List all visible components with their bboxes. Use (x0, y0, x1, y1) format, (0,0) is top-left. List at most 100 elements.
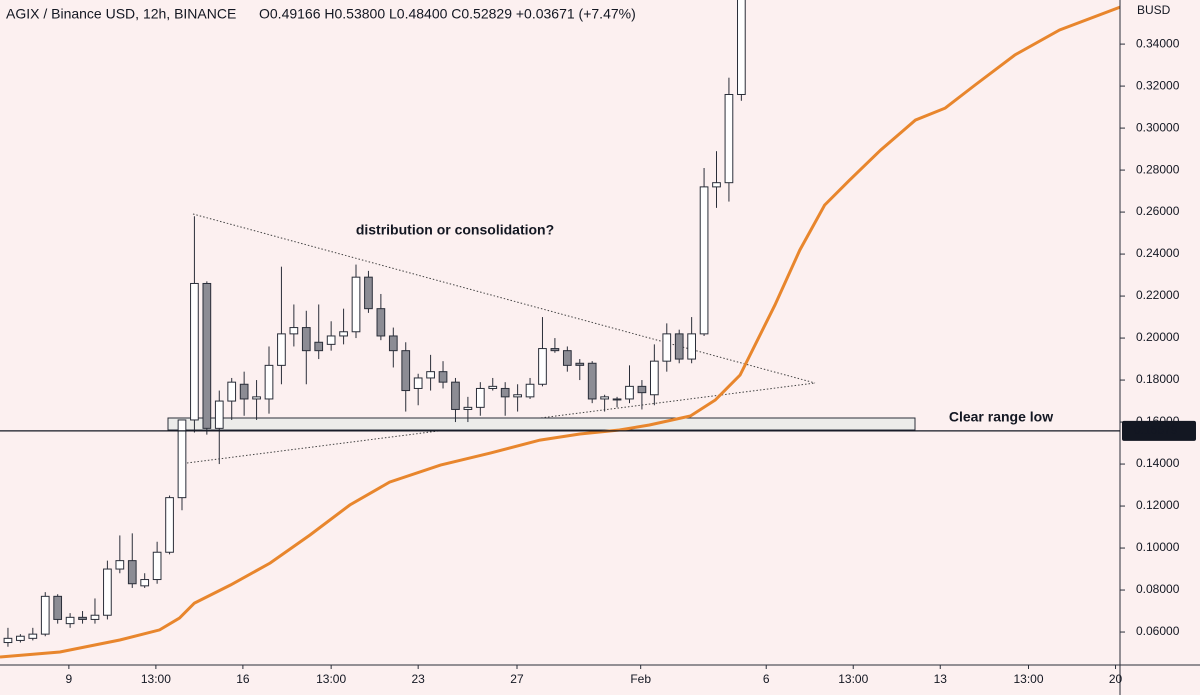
x-tick-label: 9 (66, 672, 73, 686)
candle-body (3, 637, 13, 644)
candle-body (500, 387, 510, 398)
candle-body (140, 579, 150, 587)
candle-body (724, 93, 734, 184)
candle-body (463, 406, 473, 410)
candle-body (451, 381, 460, 410)
candle-body (326, 335, 336, 345)
y-tick-label: 0.34000 (1136, 36, 1180, 50)
candle-body (289, 327, 299, 335)
y-tick-label: 0.24000 (1136, 246, 1180, 260)
candle-body (550, 348, 560, 352)
annotation: distribution or consolidation? (356, 222, 554, 238)
ohlc-legend: O0.49166 H0.53800 L0.48400 C0.52829 +0.0… (259, 6, 636, 22)
candle-body (376, 308, 386, 337)
trendline-lower (186, 382, 816, 464)
y-tick-label: 0.18000 (1136, 372, 1180, 386)
y-tick-label: 0.30000 (1136, 120, 1180, 134)
y-tick-label: 0.14000 (1136, 456, 1180, 470)
candle-body (78, 616, 87, 620)
candle-body (538, 348, 547, 385)
candle-body (264, 364, 274, 400)
candle-body (364, 276, 373, 310)
candle-body (401, 350, 411, 392)
candle-body (575, 362, 585, 366)
x-tick-label: 23 (411, 672, 425, 686)
y-tick-label: 0.28000 (1136, 162, 1180, 176)
candle-body (214, 400, 224, 429)
candle-body (674, 333, 684, 360)
candle-body (513, 394, 522, 398)
candle-body (40, 595, 50, 635)
x-tick-label: 6 (763, 672, 770, 686)
price-label: 0.15579 (1134, 423, 1178, 437)
candle-body (488, 385, 498, 389)
candle-body (227, 381, 237, 402)
candle-body (127, 560, 137, 585)
candle-body (388, 335, 398, 352)
candle-body (600, 396, 609, 400)
candle-body (152, 551, 162, 581)
candle-body (351, 276, 361, 333)
candle-body (190, 282, 199, 421)
candle-body (475, 387, 485, 408)
candle-body (662, 333, 672, 362)
candle-body (438, 371, 448, 383)
price-label-bg (1122, 420, 1196, 441)
candle-body (637, 385, 647, 394)
candle-body (649, 360, 659, 396)
candle-body (239, 383, 249, 400)
y-tick-label: 0.32000 (1136, 78, 1180, 92)
candle-body (103, 568, 112, 616)
candle-body (687, 333, 696, 360)
y-tick-label: 0.20000 (1136, 330, 1180, 344)
candle-body (252, 396, 261, 400)
x-tick-label: 16 (236, 672, 250, 686)
candle-body (90, 614, 100, 620)
candle-body (625, 385, 634, 400)
y-tick-label: 0.12000 (1136, 498, 1180, 512)
range-box (167, 417, 916, 431)
candle-body (202, 282, 212, 429)
currency-label: BUSD (1137, 3, 1171, 17)
y-tick-label: 0.10000 (1136, 540, 1180, 554)
candle-body (339, 331, 348, 337)
x-tick-label: Feb (630, 672, 651, 686)
x-tick-label: 13:00 (141, 672, 171, 686)
candle-body (426, 371, 435, 379)
candle-body (165, 497, 174, 553)
candle-body (525, 383, 535, 398)
candle-body (712, 182, 721, 188)
x-tick-label: 13:00 (316, 672, 346, 686)
candle-body (314, 341, 324, 352)
y-tick-label: 0.06000 (1136, 624, 1180, 638)
candle-body (413, 377, 423, 389)
candle-body (16, 635, 25, 641)
y-tick-label: 0.26000 (1136, 204, 1180, 218)
x-tick-label: 13:00 (1013, 672, 1043, 686)
x-tick-label: 27 (510, 672, 524, 686)
candle-body (28, 633, 38, 639)
candle-body (65, 616, 75, 625)
plot-area (0, 0, 1120, 659)
candle-body (699, 186, 709, 335)
candle-body (53, 595, 63, 620)
candle-body (277, 333, 286, 366)
candle-body (587, 362, 597, 400)
x-tick-label: 13:00 (838, 672, 868, 686)
symbol-title: AGIX / Binance USD, 12h, BINANCE (6, 6, 236, 22)
moving-average (0, 5, 1120, 659)
trendline-upper (192, 213, 816, 384)
candle-body (612, 398, 622, 401)
x-tick-label: 20 (1109, 672, 1123, 686)
y-tick-label: 0.22000 (1136, 288, 1180, 302)
candle-body (562, 350, 572, 366)
candle-body (115, 560, 125, 570)
y-tick-label: 0.08000 (1136, 582, 1180, 596)
candle-body (301, 327, 311, 352)
x-tick-label: 13 (934, 672, 948, 686)
candle-body (177, 419, 187, 499)
annotation: Clear range low (949, 409, 1053, 425)
candle-body (737, 0, 746, 95)
